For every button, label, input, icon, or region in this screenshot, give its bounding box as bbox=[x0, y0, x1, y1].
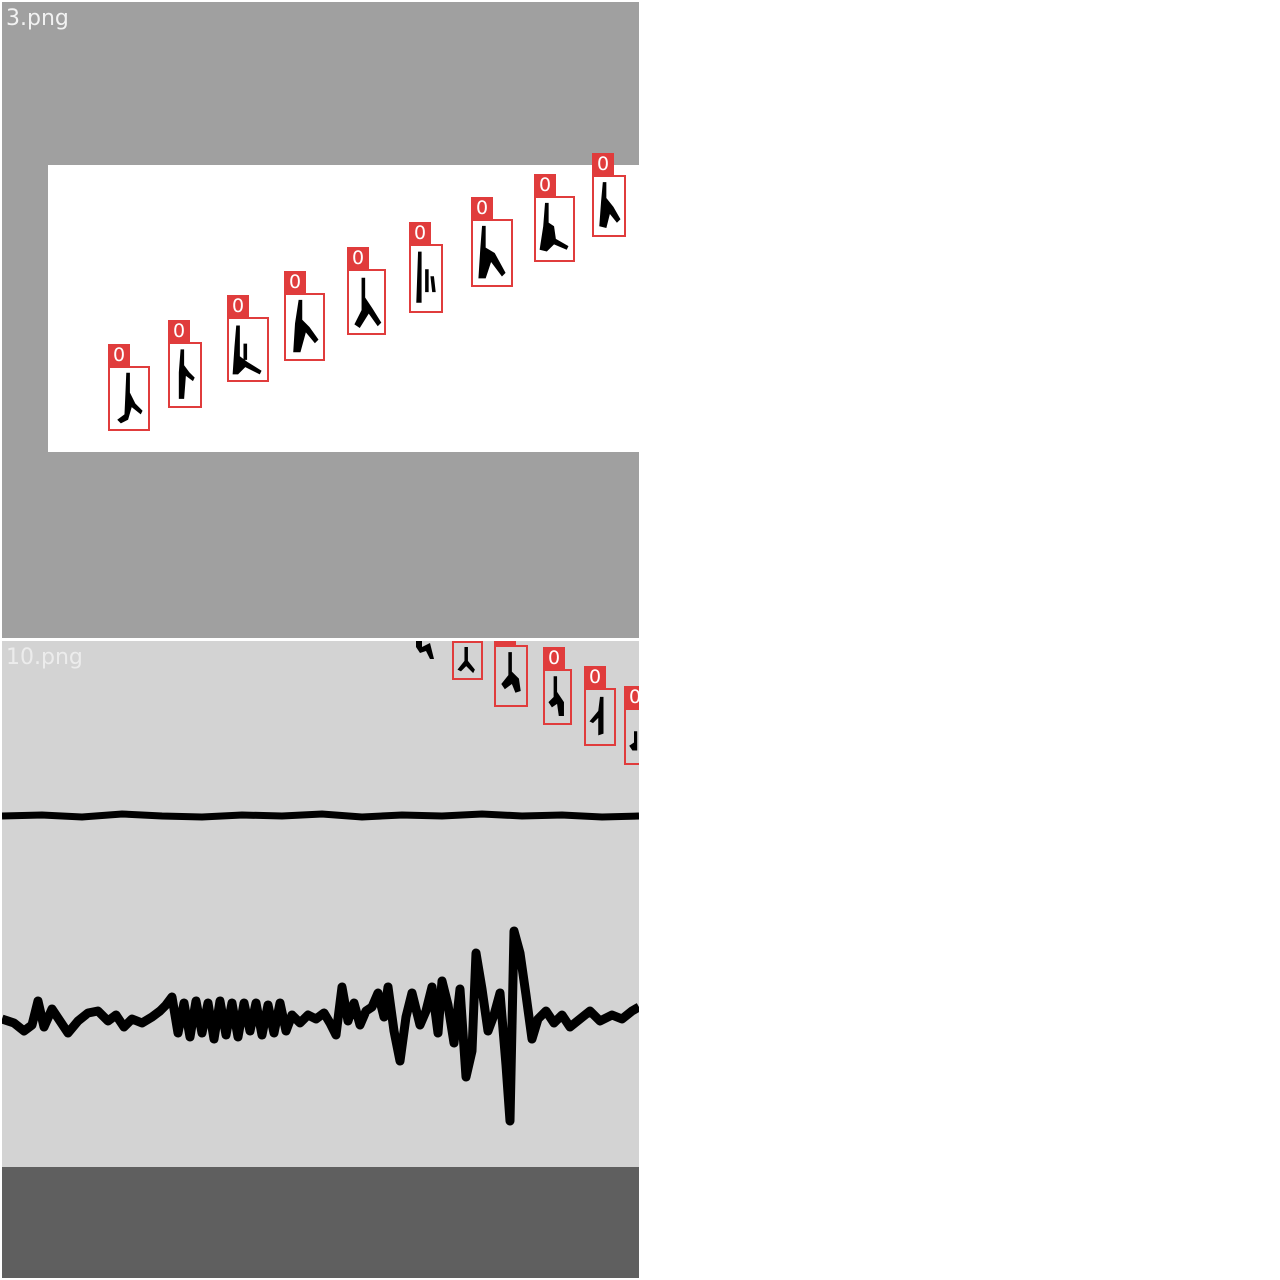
partial-glyph bbox=[416, 641, 434, 659]
detection-box[interactable]: 0 bbox=[108, 344, 150, 431]
bottom-strip bbox=[2, 1167, 639, 1278]
detection-box[interactable]: 0 bbox=[592, 153, 626, 237]
detection-box[interactable]: 0 bbox=[624, 686, 639, 765]
glyph-icon bbox=[478, 225, 506, 279]
detection-box[interactable]: 0 bbox=[409, 222, 443, 313]
detection-label: 0 bbox=[409, 222, 431, 244]
detection-label: 0 bbox=[347, 247, 369, 269]
baseline-trace bbox=[2, 810, 639, 821]
tile-filename: 10.png bbox=[6, 645, 83, 670]
detection-label: 0 bbox=[624, 686, 639, 708]
glyph-icon bbox=[178, 349, 195, 399]
glyph-icon bbox=[293, 299, 319, 353]
detection-box[interactable]: 0 bbox=[168, 320, 202, 408]
detection-label: 0 bbox=[543, 647, 565, 669]
glyph-icon bbox=[232, 325, 262, 375]
detection-box[interactable]: 0 bbox=[284, 271, 325, 361]
glyph-icon bbox=[539, 202, 569, 252]
glyph-icon bbox=[117, 372, 143, 424]
glyph-icon bbox=[416, 251, 436, 303]
detection-label: 0 bbox=[471, 197, 493, 219]
detection-box[interactable]: 0 bbox=[534, 174, 575, 262]
image-tile-3: 0 0 0 0 0 0 0 0 0 3.png bbox=[2, 2, 639, 638]
glyph-icon bbox=[457, 647, 475, 674]
detection-box[interactable]: 0 bbox=[471, 197, 513, 287]
detection-label: 0 bbox=[168, 320, 190, 342]
glyph-icon bbox=[629, 731, 638, 751]
detection-label: 0 bbox=[534, 174, 556, 196]
glyph-icon bbox=[548, 676, 564, 716]
detection-box[interactable]: 0 bbox=[452, 641, 483, 680]
detection-label: 0 bbox=[284, 271, 306, 293]
glyph-icon bbox=[354, 277, 382, 329]
detection-box[interactable]: 0 bbox=[494, 641, 528, 707]
detection-box[interactable]: 0 bbox=[347, 247, 386, 335]
detection-label: 0 bbox=[592, 153, 614, 175]
glyph-icon bbox=[501, 652, 521, 693]
document-region bbox=[48, 165, 639, 452]
detection-box[interactable]: 0 bbox=[543, 647, 572, 725]
glyph-icon bbox=[589, 696, 604, 736]
glyph-icon bbox=[599, 182, 621, 229]
detection-box[interactable]: 0 bbox=[227, 295, 269, 382]
tile-filename: 3.png bbox=[6, 6, 69, 31]
image-tile-10: 0 0 0 0 0 10.png bbox=[2, 641, 639, 1278]
detection-box[interactable]: 0 bbox=[584, 666, 616, 746]
detection-label: 0 bbox=[494, 641, 516, 645]
detection-label: 0 bbox=[584, 666, 606, 688]
seismic-trace bbox=[2, 926, 639, 1126]
detection-label: 0 bbox=[227, 295, 249, 317]
signal-traces bbox=[2, 641, 639, 1126]
detection-label: 0 bbox=[108, 344, 130, 366]
